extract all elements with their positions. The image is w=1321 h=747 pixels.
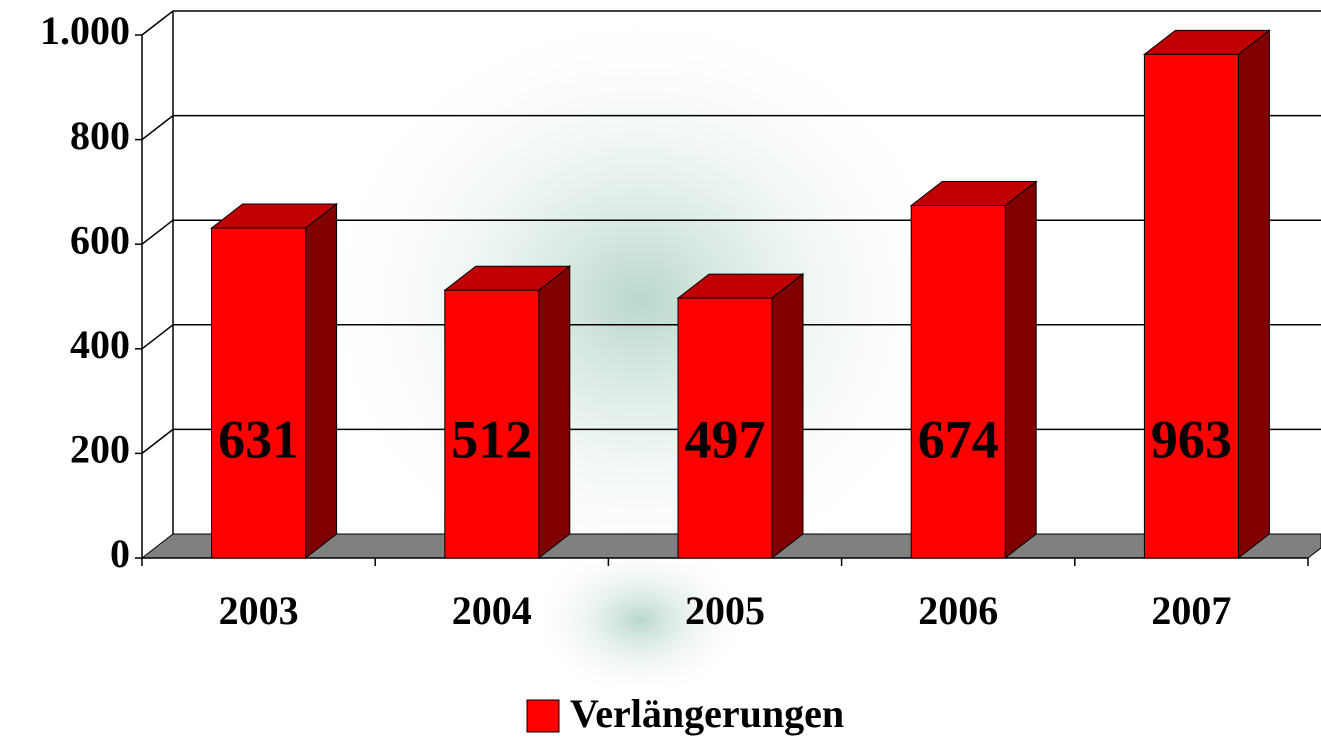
legend-swatch — [527, 700, 559, 732]
x-tick-label: 2005 — [685, 588, 765, 633]
value-label: 631 — [218, 409, 299, 469]
bar-front — [1144, 54, 1238, 558]
x-tick-label: 2006 — [918, 588, 998, 633]
page: 0 200 400 600 800 1.000 2003 631 2004 512 2005 497 2… — [0, 0, 1321, 747]
grid-line-side — [142, 325, 173, 349]
bar-front — [212, 228, 306, 558]
value-label: 963 — [1151, 409, 1232, 469]
grid-line-side — [142, 429, 173, 453]
legend-label: Verlängerungen — [570, 691, 844, 736]
bar-side — [1005, 181, 1036, 558]
bar-side — [772, 274, 803, 558]
y-tick-label: 0 — [110, 531, 130, 576]
watermark — [310, 0, 970, 700]
bar-side — [539, 266, 570, 558]
bar-side — [1238, 30, 1269, 558]
bar — [911, 181, 1036, 558]
y-tick-label: 800 — [70, 113, 130, 158]
x-tick-label: 2003 — [219, 588, 299, 633]
bar-front — [911, 205, 1005, 558]
grid-line-side — [142, 116, 173, 140]
y-tick-label: 200 — [70, 427, 130, 472]
value-label: 497 — [685, 409, 766, 469]
y-tick-label: 600 — [70, 217, 130, 262]
y-tick-label: 400 — [70, 322, 130, 367]
chart: 0 200 400 600 800 1.000 2003 631 2004 512 2005 497 2… — [0, 0, 1321, 747]
x-tick-label: 2007 — [1151, 588, 1231, 633]
bar-side — [306, 204, 337, 558]
grid-line-side — [142, 11, 173, 35]
value-label: 512 — [451, 409, 532, 469]
value-label: 674 — [918, 409, 999, 469]
bar — [212, 204, 337, 558]
y-tick-label: 1.000 — [40, 8, 130, 53]
bar — [1144, 30, 1269, 558]
x-tick-label: 2004 — [452, 588, 532, 633]
grid-line-side — [142, 220, 173, 244]
